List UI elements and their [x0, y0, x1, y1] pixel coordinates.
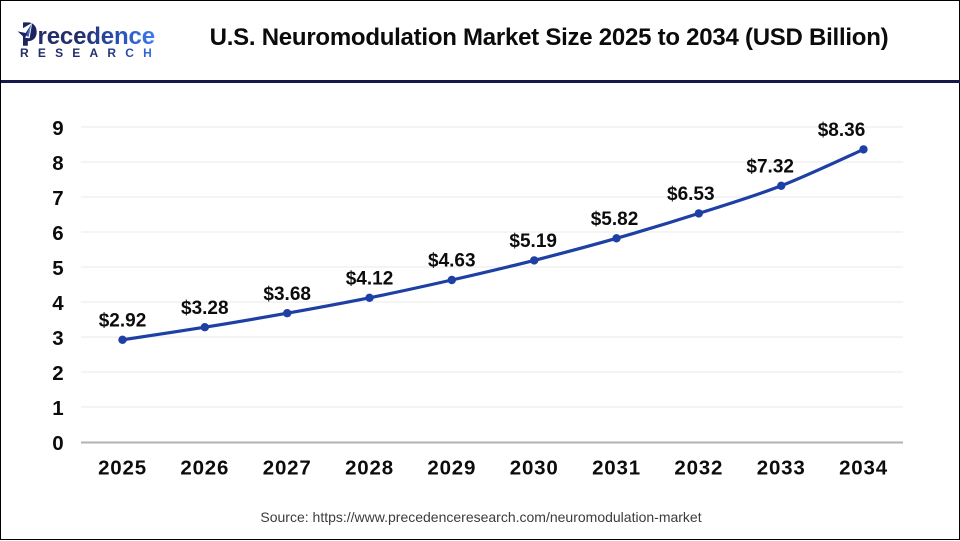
- svg-text:3: 3: [52, 327, 64, 350]
- svg-text:$2.92: $2.92: [99, 311, 147, 332]
- svg-text:2032: 2032: [674, 457, 723, 480]
- svg-text:2033: 2033: [757, 457, 806, 480]
- svg-text:2026: 2026: [180, 457, 229, 480]
- svg-text:$5.19: $5.19: [509, 231, 557, 252]
- svg-text:$6.53: $6.53: [667, 184, 715, 205]
- svg-text:$7.32: $7.32: [746, 157, 794, 178]
- svg-text:2030: 2030: [510, 457, 559, 480]
- svg-text:$4.12: $4.12: [346, 269, 394, 290]
- svg-text:$8.36: $8.36: [818, 120, 866, 141]
- svg-text:2028: 2028: [345, 457, 394, 480]
- svg-text:7: 7: [52, 187, 64, 210]
- svg-text:2025: 2025: [98, 457, 147, 480]
- svg-text:1: 1: [52, 397, 64, 420]
- svg-text:0: 0: [52, 432, 64, 455]
- svg-text:2029: 2029: [427, 457, 476, 480]
- svg-text:$4.63: $4.63: [428, 251, 476, 272]
- svg-text:6: 6: [52, 222, 64, 245]
- svg-text:2031: 2031: [592, 457, 641, 480]
- svg-text:8: 8: [52, 152, 64, 175]
- svg-text:9: 9: [52, 117, 64, 140]
- svg-text:2034: 2034: [839, 457, 888, 480]
- svg-text:2027: 2027: [263, 457, 312, 480]
- svg-text:$5.82: $5.82: [591, 209, 639, 230]
- svg-text:5: 5: [52, 257, 64, 280]
- svg-text:4: 4: [52, 292, 64, 315]
- svg-text:$3.28: $3.28: [181, 298, 229, 319]
- svg-text:2: 2: [52, 362, 64, 385]
- svg-text:$3.68: $3.68: [263, 284, 311, 305]
